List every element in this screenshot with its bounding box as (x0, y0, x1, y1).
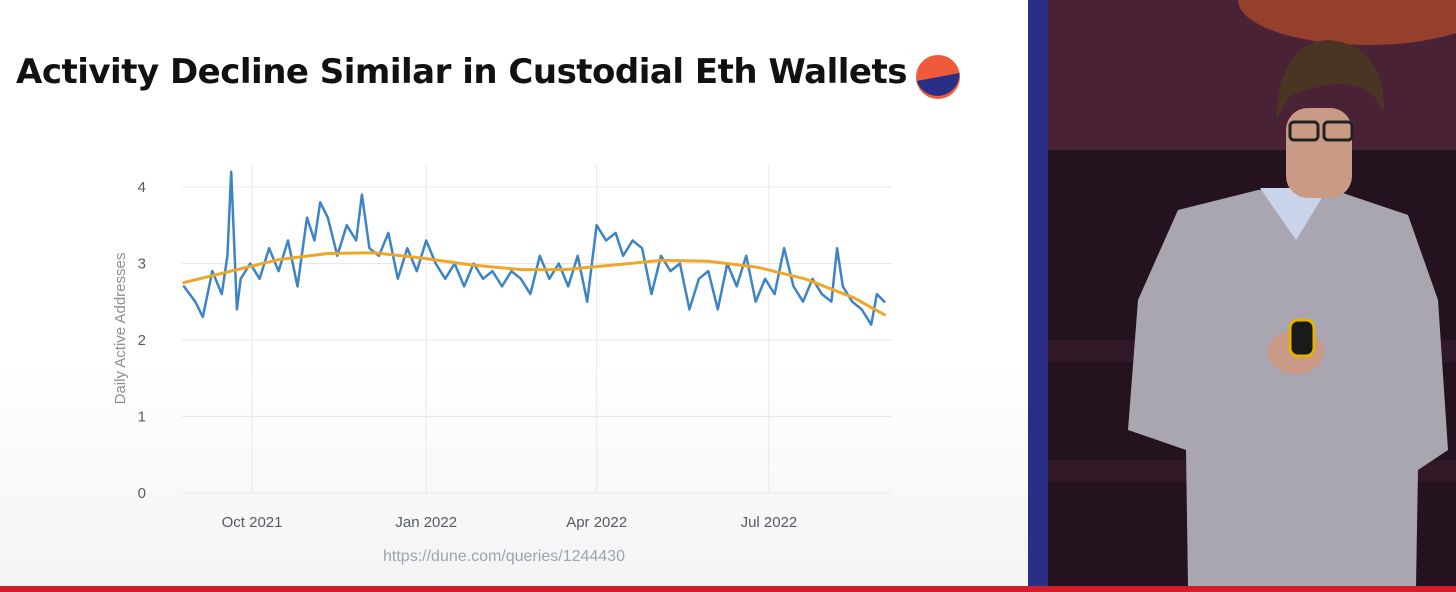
daily-active-addresses-chart: 0 1 2 3 4 Oct 2021 Jan 2022 Apr 2022 Jul 2022 Da… (112, 164, 892, 531)
speaker-hair (1276, 40, 1384, 120)
y-axis-label: Daily Active Addresses (112, 253, 129, 405)
slide-title: Activity Decline Similar in Custodial Et… (16, 52, 907, 92)
stage-light-glow (1238, 0, 1456, 45)
stage-side-bar (1028, 0, 1048, 586)
logo-bottom-half (916, 73, 960, 96)
half-circle-logo-icon (916, 55, 960, 99)
speaker-face (1286, 108, 1352, 198)
x-tick-label: Oct 2021 (222, 514, 283, 531)
speaker-collar (1260, 188, 1328, 240)
x-tick-label: Jul 2022 (741, 514, 798, 531)
y-tick-label: 2 (138, 332, 146, 349)
speaker-glasses-right (1322, 120, 1354, 142)
y-tick-label: 0 (138, 485, 146, 502)
y-tick-label: 3 (138, 255, 146, 272)
source-url: https://dune.com/queries/1244430 (383, 548, 625, 565)
grid-layer (182, 164, 892, 494)
daily-active-addresses-line (182, 170, 886, 326)
trend-line (182, 251, 886, 317)
x-tick-label: Jan 2022 (395, 514, 457, 531)
bottom-progress-bar (0, 586, 1456, 592)
tick-label-layer: 0 1 2 3 4 Oct 2021 Jan 2022 Apr 2022 Jul 2022 (138, 179, 798, 531)
clicker-remote (1288, 318, 1316, 358)
y-tick-label: 4 (138, 179, 146, 196)
speaker-sweater (1128, 188, 1448, 586)
speaker-glasses-left (1288, 120, 1320, 142)
x-tick-label: Apr 2022 (566, 514, 627, 531)
y-tick-label: 1 (138, 408, 146, 425)
speaker-video-panel (1028, 0, 1456, 586)
series-layer (182, 170, 886, 326)
slide: Activity Decline Similar in Custodial Et… (0, 0, 1028, 586)
speaker-illustration (1048, 0, 1456, 586)
